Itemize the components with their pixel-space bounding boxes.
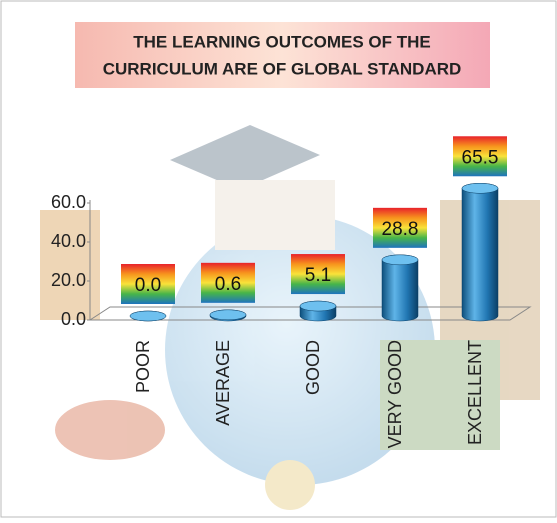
y-tick-label: 40.0 bbox=[51, 231, 86, 251]
bar-top bbox=[299, 300, 337, 312]
data-label-box bbox=[201, 262, 255, 303]
bar-top bbox=[381, 254, 419, 266]
data-label: 0.6 bbox=[215, 274, 241, 295]
y-tick-label: 0.0 bbox=[61, 309, 86, 329]
data-label-box bbox=[121, 264, 175, 304]
data-label: 0.0 bbox=[135, 275, 161, 296]
bar-top bbox=[461, 183, 499, 194]
x-tick-label: POOR bbox=[133, 340, 153, 393]
bar bbox=[461, 183, 499, 322]
x-tick-label: VERY GOOD bbox=[385, 340, 405, 448]
x-tick-label: AVERAGE bbox=[213, 340, 233, 426]
title-box bbox=[75, 22, 490, 88]
data-label-box bbox=[291, 254, 345, 295]
chart-title: THE LEARNING OUTCOMES OF THE bbox=[133, 32, 431, 51]
data-label: 5.1 bbox=[305, 265, 331, 286]
bar-top bbox=[209, 309, 247, 321]
floor bbox=[88, 306, 532, 321]
chart-title: CURRICULUM ARE OF GLOBAL STANDARD bbox=[103, 59, 462, 78]
y-tick-label: 20.0 bbox=[51, 270, 86, 290]
data-label: 28.8 bbox=[382, 219, 419, 240]
data-label-box bbox=[453, 136, 507, 177]
bar-top bbox=[129, 310, 167, 322]
data-label-box bbox=[373, 207, 427, 248]
data-label: 65.5 bbox=[462, 147, 499, 168]
y-tick-label: 60.0 bbox=[51, 192, 86, 212]
x-tick-label: GOOD bbox=[303, 340, 323, 395]
x-tick-label: EXCELLENT bbox=[465, 340, 485, 445]
